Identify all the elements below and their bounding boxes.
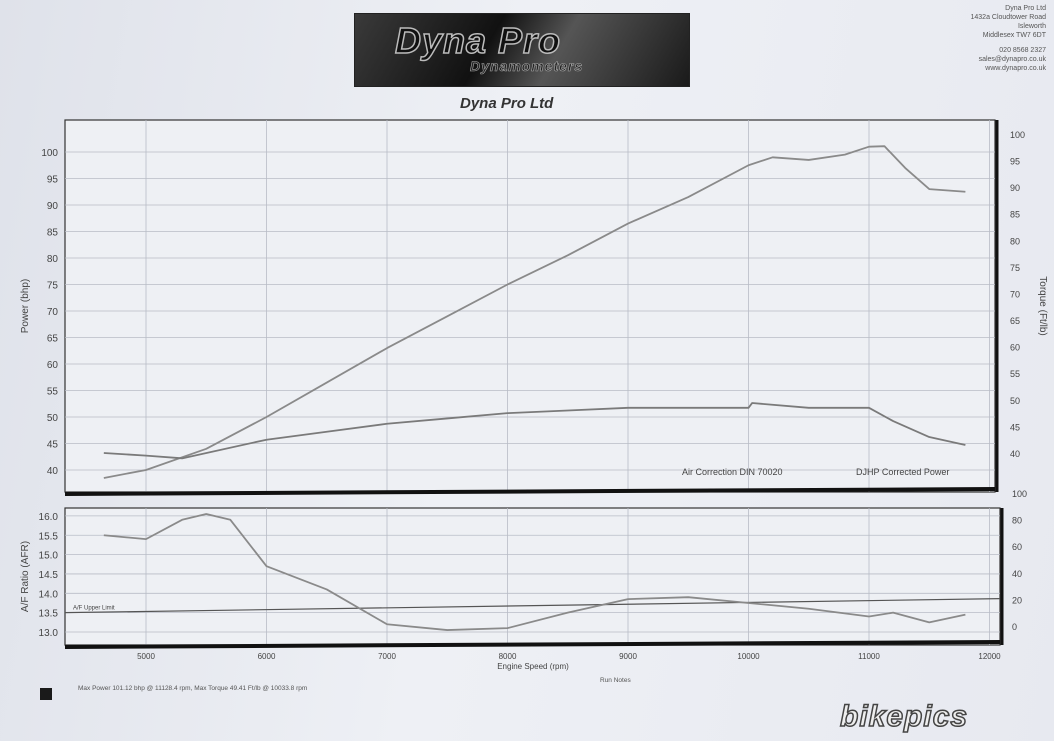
afr-tick-label: 13.0	[39, 628, 59, 639]
afr-plot-area	[64, 507, 1001, 646]
run-notes: Run Notes	[600, 677, 631, 684]
run-summary: Max Power 101.12 bhp @ 11128.4 rpm, Max …	[78, 684, 307, 693]
run-color-swatch	[40, 688, 52, 700]
afr-curve	[103, 513, 966, 631]
logo-subtext: Dynamometers	[470, 58, 584, 75]
power-tick-label: 45	[47, 440, 59, 451]
right-tick-label: 40	[1012, 569, 1022, 579]
torque-axis-label: Torque (Ft/lb)	[1037, 276, 1048, 335]
power-tick-label: 100	[41, 148, 58, 159]
website: www.dynapro.co.uk	[985, 65, 1046, 72]
afr-tick-label: 14.5	[39, 570, 59, 581]
afr-upper-limit-label: A/F Upper Limit	[73, 606, 115, 612]
afr-tick-label: 16.0	[39, 512, 59, 523]
rpm-tick-label: 5000	[137, 652, 155, 661]
rpm-tick-label: 10000	[737, 652, 760, 661]
torque-tick-label: 70	[1010, 289, 1020, 299]
afr-tick-label: 15.5	[39, 531, 59, 542]
torque-tick-label: 60	[1010, 343, 1020, 353]
address-line: 1432a Cloudtower Road	[970, 14, 1047, 21]
address-line: Dyna Pro Ltd	[1005, 5, 1046, 12]
afr-axis-label: A/F Ratio (AFR)	[20, 541, 31, 612]
afr-tick-label: 13.5	[39, 609, 59, 620]
torque-tick-label: 65	[1010, 316, 1020, 326]
power-tick-label: 60	[47, 360, 59, 371]
torque-tick-label: 40	[1010, 449, 1020, 459]
x-axis-label: Engine Speed (rpm)	[497, 662, 569, 671]
afr-tick-label: 14.0	[39, 589, 59, 600]
torque-curve	[103, 402, 966, 460]
page-title: Dyna Pro Ltd	[460, 95, 554, 112]
power-tick-label: 40	[47, 466, 59, 477]
power-plot-area	[64, 119, 996, 493]
rpm-tick-label: 9000	[619, 652, 637, 661]
axis-bar	[64, 487, 996, 496]
phone: 020 8568 2327	[999, 47, 1046, 54]
power-curve	[103, 145, 966, 479]
address-line: Middlesex TW7 6DT	[982, 32, 1046, 39]
rpm-tick-label: 6000	[258, 652, 276, 661]
power-tick-label: 95	[47, 175, 59, 186]
torque-tick-label: 90	[1010, 183, 1020, 193]
power-tick-label: 55	[47, 387, 59, 398]
power-tick-label: 75	[47, 281, 59, 292]
right-tick-label: 100	[1012, 489, 1027, 499]
rpm-tick-label: 8000	[499, 652, 517, 661]
torque-tick-label: 55	[1010, 369, 1020, 379]
rpm-tick-label: 11000	[858, 652, 880, 661]
power-tick-label: 80	[47, 254, 59, 265]
afr-upper-limit-line	[64, 598, 1001, 614]
max-power-torque: Max Power 101.12 bhp @ 11128.4 rpm, Max …	[78, 685, 308, 692]
torque-tick-label: 45	[1010, 422, 1020, 432]
torque-tick-label: 75	[1010, 263, 1020, 273]
power-tick-label: 50	[47, 413, 59, 424]
dyna-pro-logo: Dyna Pro Dynamometers	[355, 14, 689, 86]
power-axis-label: Power (bhp)	[20, 279, 31, 333]
torque-tick-label: 50	[1010, 396, 1020, 406]
right-tick-label: 0	[1012, 622, 1017, 632]
air-correction-note: Air Correction DIN 70020	[682, 467, 783, 477]
power-tick-label: 90	[47, 201, 59, 212]
corrected-power-note: DJHP Corrected Power	[856, 467, 949, 477]
axis-bar	[64, 640, 1001, 649]
right-tick-label: 60	[1012, 542, 1022, 552]
rpm-tick-label: 12000	[978, 652, 1001, 661]
logo-text: Dyna Pro	[394, 19, 562, 62]
torque-tick-label: 85	[1010, 210, 1020, 220]
afr-tick-label: 15.0	[39, 551, 59, 562]
torque-tick-label: 100	[1010, 130, 1025, 140]
bikepics-watermark: bikepics	[839, 699, 969, 734]
right-tick-label: 80	[1012, 516, 1022, 526]
power-tick-label: 70	[47, 307, 59, 318]
company-address: Dyna Pro Ltd 1432a Cloudtower Road Islew…	[971, 4, 1047, 73]
rpm-tick-label: 7000	[378, 652, 396, 661]
address-line: Isleworth	[1017, 23, 1046, 30]
power-tick-label: 65	[47, 334, 59, 345]
torque-tick-label: 95	[1010, 157, 1020, 167]
right-tick-label: 20	[1012, 595, 1022, 605]
torque-tick-label: 80	[1010, 236, 1020, 246]
power-tick-label: 85	[47, 228, 59, 239]
email: sales@dynapro.co.uk	[978, 56, 1046, 63]
